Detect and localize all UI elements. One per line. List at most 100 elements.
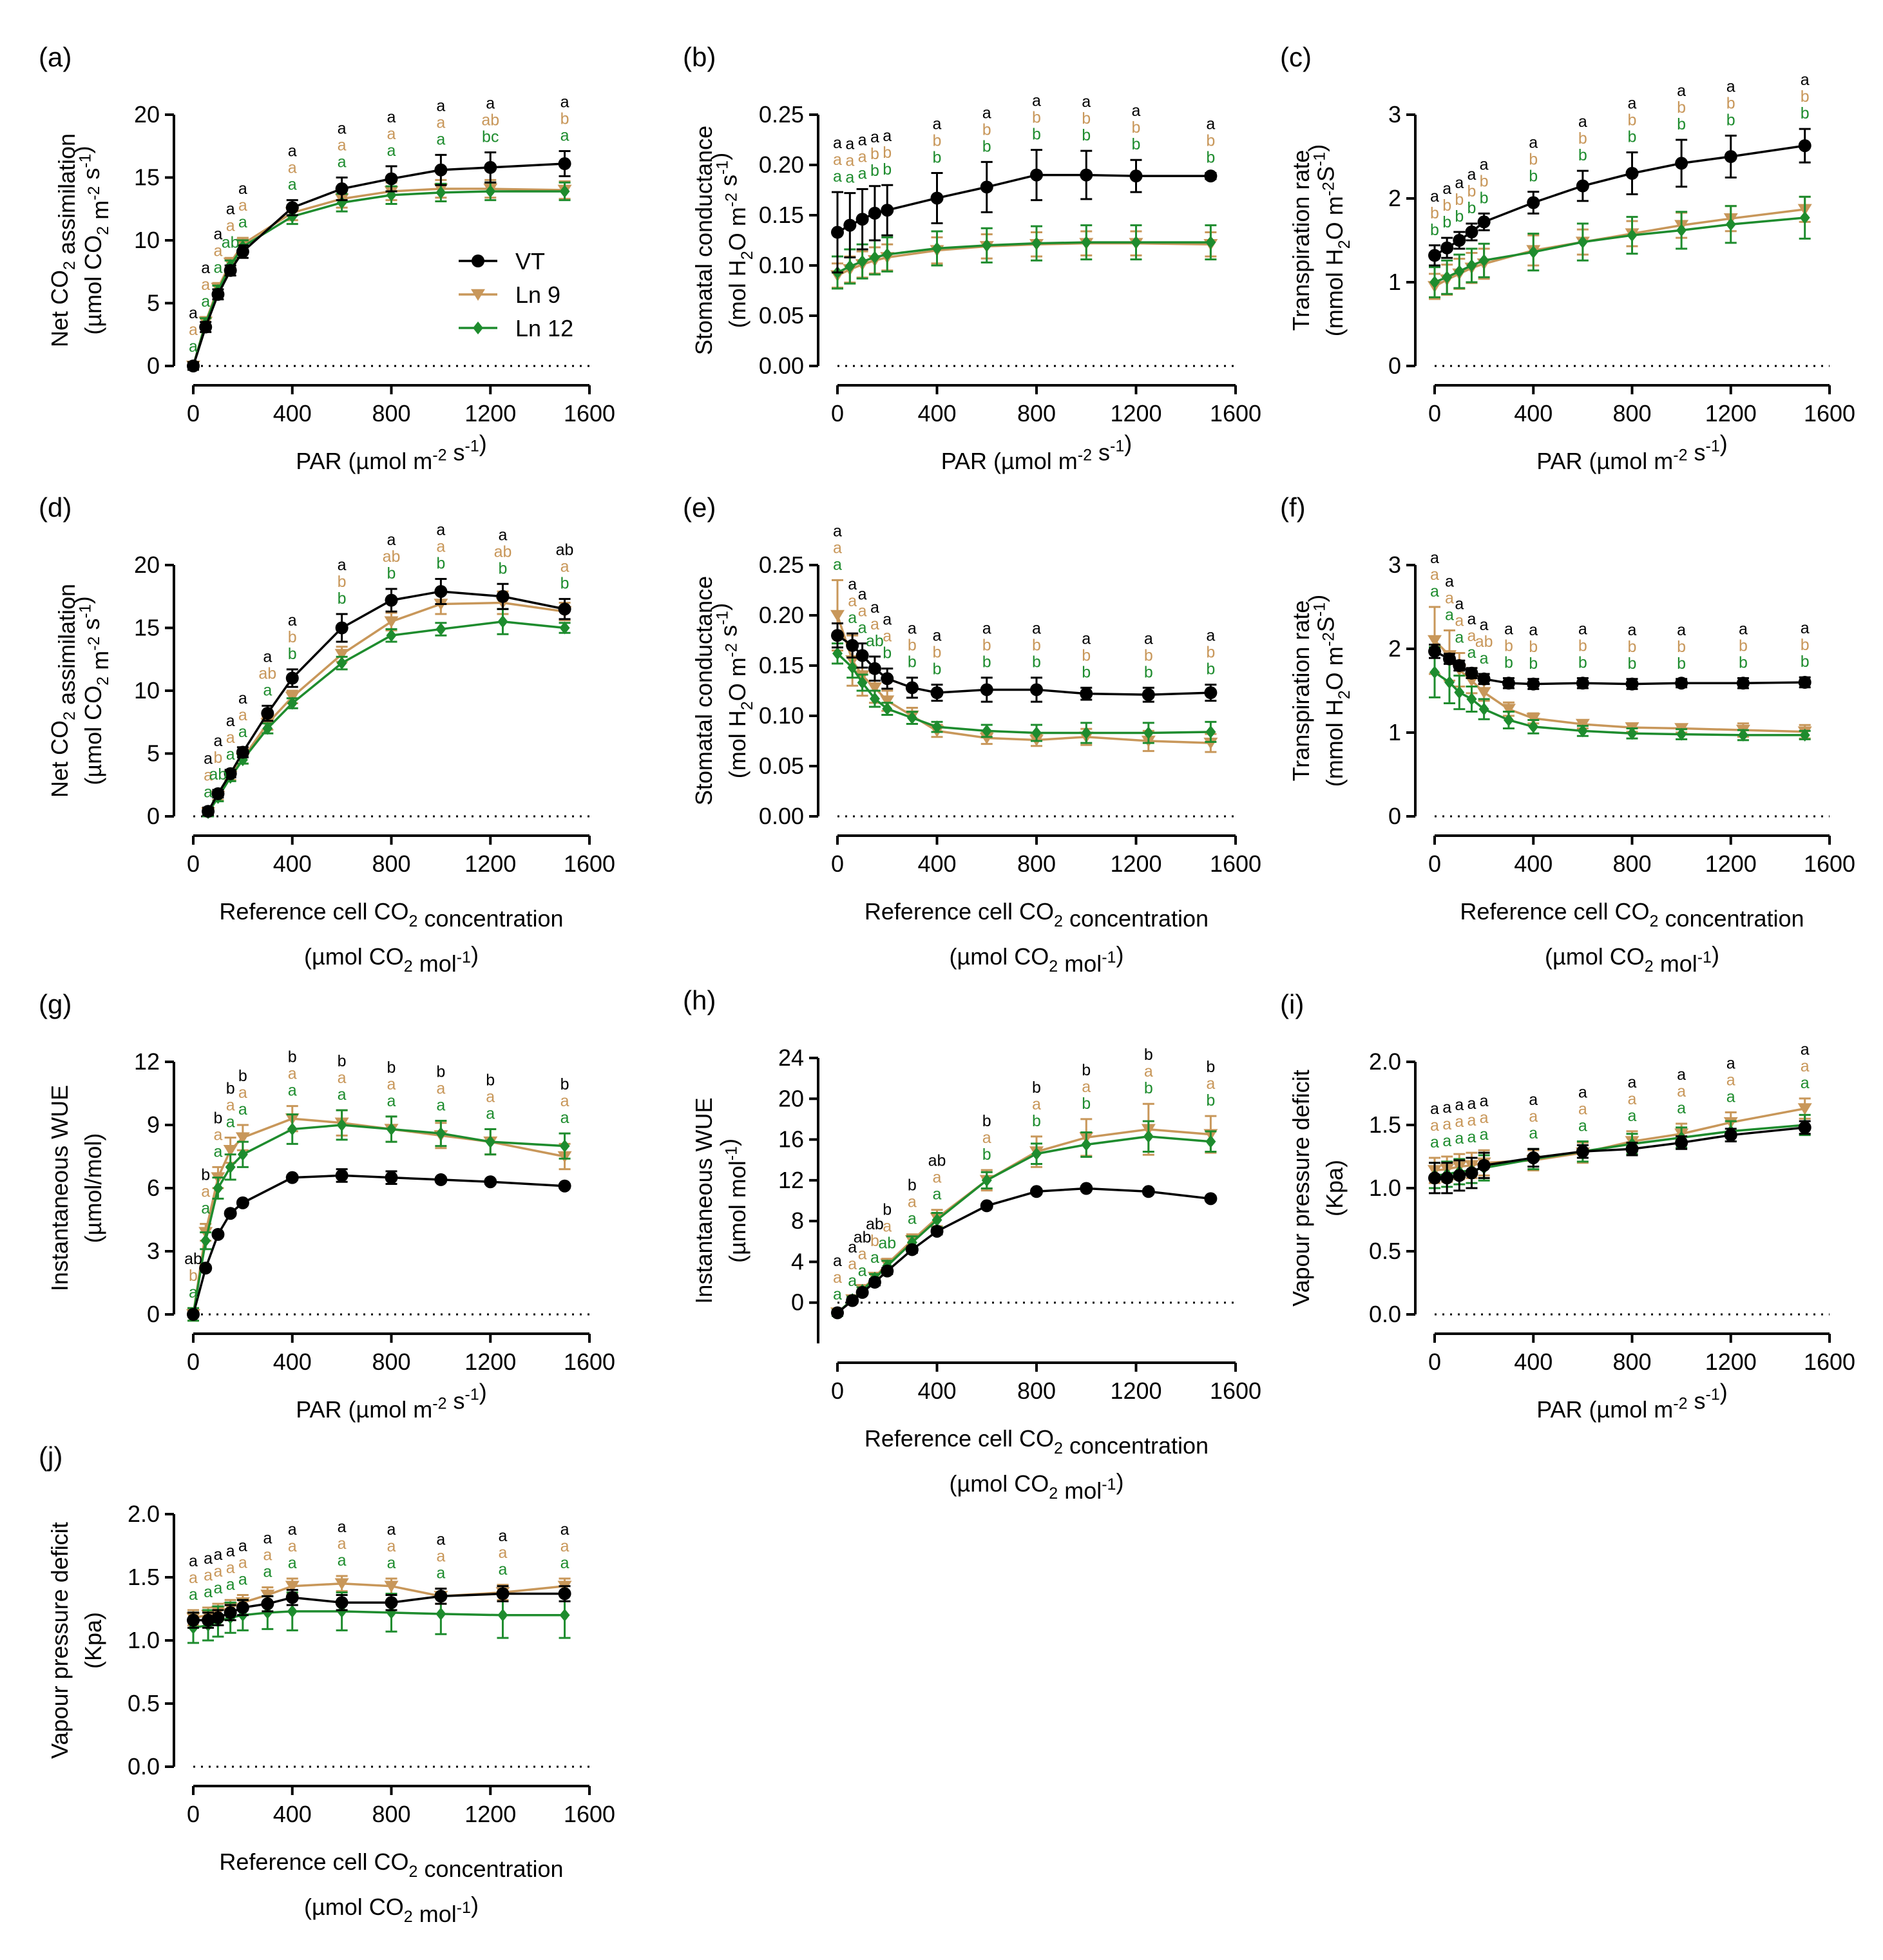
significance-letter: a bbox=[204, 749, 213, 767]
x-tick-label: 0 bbox=[1428, 400, 1441, 427]
data-point bbox=[211, 1227, 225, 1241]
significance-letter: b bbox=[1442, 197, 1451, 215]
significance-letter: b bbox=[982, 120, 991, 139]
significance-letter: a bbox=[883, 127, 892, 145]
y-axis-title: (Kpa) bbox=[80, 1612, 106, 1669]
data-point bbox=[1477, 687, 1491, 699]
data-point bbox=[225, 1160, 236, 1174]
data-point bbox=[1453, 659, 1466, 672]
significance-letter: a bbox=[238, 689, 247, 707]
significance-letter: a bbox=[288, 159, 297, 177]
significance-letter: a bbox=[204, 766, 213, 784]
data-point bbox=[1143, 726, 1154, 740]
x-tick-label: 1200 bbox=[464, 850, 516, 877]
significance-letter: b bbox=[1032, 109, 1041, 127]
data-point bbox=[930, 191, 944, 205]
x-tick-label: 1200 bbox=[464, 400, 516, 427]
significance-letter: a bbox=[1480, 616, 1489, 634]
data-point bbox=[1625, 677, 1639, 691]
significance-letter: ab bbox=[854, 1228, 872, 1246]
significance-letter: a bbox=[1677, 1099, 1686, 1117]
series-vt bbox=[831, 149, 1218, 274]
significance-letter: b bbox=[1144, 646, 1153, 664]
x-tick-label: 800 bbox=[372, 850, 410, 877]
significance-letter: b bbox=[1628, 655, 1637, 673]
x-tick-label: 400 bbox=[1514, 1349, 1553, 1375]
y-tick-label: 15 bbox=[134, 164, 160, 191]
x-axis-title: (µmol CO2 mol-1) bbox=[950, 1468, 1124, 1504]
data-point bbox=[1030, 168, 1043, 182]
data-point bbox=[1725, 218, 1736, 231]
data-point bbox=[1465, 666, 1478, 680]
data-point bbox=[384, 616, 399, 628]
significance-letter: b bbox=[883, 160, 892, 178]
x-tick-label: 1200 bbox=[1110, 850, 1161, 877]
series-ln-12 bbox=[187, 1109, 571, 1322]
significance-letter: a bbox=[848, 575, 857, 593]
significance-letter: a bbox=[1504, 620, 1513, 639]
significance-letter: a bbox=[933, 1186, 942, 1204]
x-tick-label: 1200 bbox=[464, 1349, 516, 1375]
data-point bbox=[1675, 1136, 1688, 1149]
x-tick-label: 400 bbox=[1514, 850, 1553, 877]
significance-letter: a bbox=[226, 1542, 235, 1560]
data-point bbox=[235, 1132, 250, 1144]
data-point bbox=[1142, 688, 1155, 702]
panel-c: (c) 0 1 2 3 0 400 800 1200 1600 PAR (µmol m-2 s-1)… bbox=[1280, 42, 1855, 474]
y-tick-label: 0 bbox=[147, 352, 160, 379]
data-point bbox=[211, 787, 225, 800]
y-tick-label: 0.0 bbox=[1369, 1301, 1401, 1327]
panel-label: (g) bbox=[39, 989, 72, 1019]
x-axis-title: Reference cell CO2 concentration bbox=[219, 1849, 563, 1882]
y-axis-title: Transpiration rate bbox=[1288, 600, 1314, 782]
significance-letter: a bbox=[1801, 1041, 1810, 1059]
significance-letter: a bbox=[1677, 82, 1686, 100]
significance-letter: a bbox=[1430, 187, 1439, 206]
data-point bbox=[559, 1139, 570, 1153]
significance-letter: b bbox=[870, 162, 879, 180]
legend: VT Ln 9 Ln 12 bbox=[459, 248, 573, 341]
data-point bbox=[1442, 271, 1453, 284]
data-point bbox=[434, 163, 448, 177]
data-point bbox=[832, 647, 843, 660]
x-axis-title: Reference cell CO2 concentration bbox=[865, 1425, 1209, 1459]
data-point bbox=[1428, 249, 1441, 262]
significance-letter: a bbox=[288, 1537, 297, 1555]
significance-letter: a bbox=[1467, 610, 1477, 628]
significance-letter: b bbox=[1132, 119, 1141, 137]
significance-letter: a bbox=[263, 681, 272, 699]
data-point bbox=[1477, 672, 1491, 686]
data-point bbox=[187, 1613, 200, 1627]
significance-letter: a bbox=[189, 1569, 198, 1587]
y-tick-label: 0.10 bbox=[759, 252, 804, 278]
significance-letter: a bbox=[1739, 620, 1748, 639]
data-point bbox=[1577, 724, 1588, 738]
panel-label: (d) bbox=[39, 492, 72, 523]
y-axis-title: (Kpa) bbox=[1321, 1160, 1348, 1216]
data-point bbox=[1031, 236, 1042, 250]
significance-letter: b bbox=[1677, 655, 1686, 673]
data-point bbox=[1031, 1147, 1042, 1160]
data-point bbox=[1081, 1138, 1092, 1151]
data-point bbox=[484, 1175, 497, 1189]
panel-label: (j) bbox=[39, 1441, 62, 1472]
significance-letter: a bbox=[204, 1583, 213, 1601]
y-tick-label: 1.5 bbox=[128, 1564, 160, 1590]
significance-letter: a bbox=[1132, 102, 1141, 120]
data-point bbox=[484, 160, 497, 174]
data-point bbox=[434, 584, 448, 598]
significance-letter: b bbox=[560, 110, 569, 128]
significance-letter: a bbox=[1206, 1075, 1215, 1093]
y-tick-label: 3 bbox=[1388, 101, 1401, 128]
significance-letter: b bbox=[436, 1062, 445, 1081]
significance-letter: b bbox=[560, 1075, 569, 1093]
x-axis-title: PAR (µmol m-2 s-1) bbox=[296, 430, 487, 474]
x-tick-label: 800 bbox=[372, 1801, 410, 1827]
series-line bbox=[192, 190, 565, 367]
data-point bbox=[485, 1135, 496, 1149]
significance-letter: a bbox=[263, 1563, 272, 1581]
significance-letter: a bbox=[1442, 180, 1451, 198]
